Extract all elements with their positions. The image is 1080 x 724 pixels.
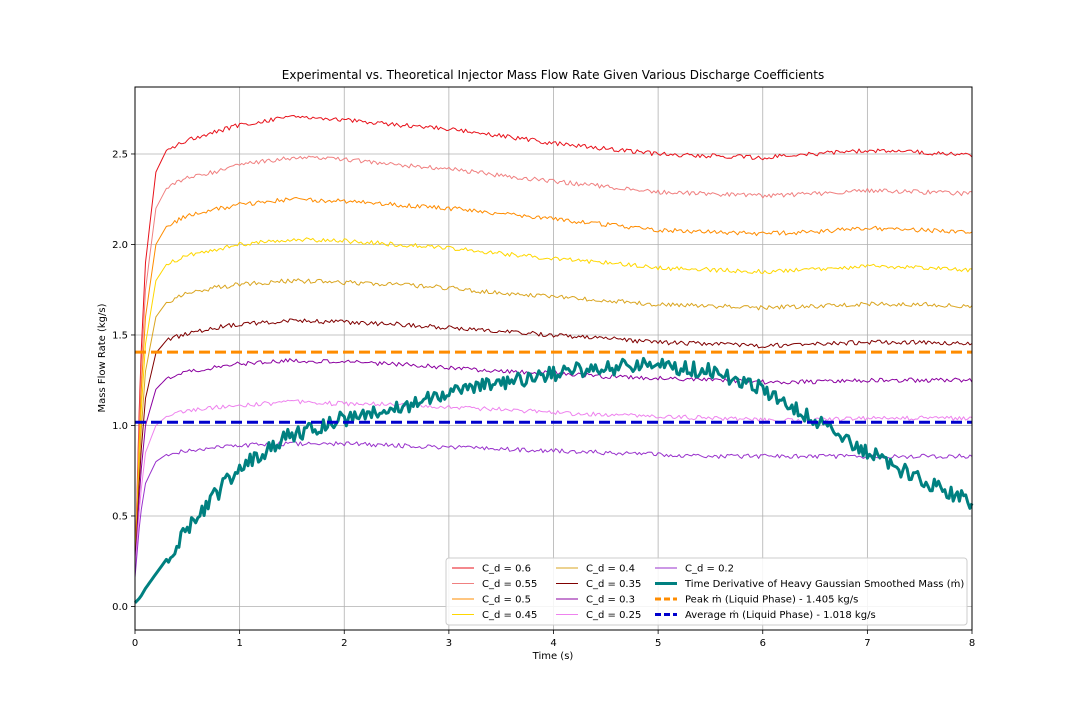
legend-label: Peak ṁ (Liquid Phase) - 1.405 kg/s bbox=[685, 595, 858, 606]
legend-label: C_d = 0.3 bbox=[586, 595, 635, 606]
legend-label: C_d = 0.6 bbox=[482, 564, 531, 575]
x-tick-label: 1 bbox=[236, 638, 242, 649]
legend-label: Time Derivative of Heavy Gaussian Smooth… bbox=[684, 579, 964, 590]
legend: C_d = 0.6 C_d = 0.55 C_d = 0.5 C_d = 0.45 C_… bbox=[445, 557, 968, 626]
series-line bbox=[134, 115, 973, 571]
plot-series bbox=[133, 115, 974, 604]
legend-label: C_d = 0.25 bbox=[586, 610, 641, 621]
series-line bbox=[134, 399, 973, 571]
series-line bbox=[134, 155, 973, 571]
series-line bbox=[134, 318, 973, 571]
x-tick-label: 8 bbox=[969, 638, 975, 649]
y-tick-label: 1.5 bbox=[112, 330, 128, 341]
y-tick-label: 0.0 bbox=[112, 602, 128, 613]
y-tick-label: 0.5 bbox=[112, 511, 128, 522]
series-line bbox=[134, 197, 973, 571]
x-tick-label: 5 bbox=[655, 638, 661, 649]
legend-label: C_d = 0.55 bbox=[482, 579, 537, 590]
x-tick-label: 7 bbox=[864, 638, 870, 649]
x-tick-label: 2 bbox=[341, 638, 347, 649]
x-axis: 0 1 2 3 4 5 6 7 8 bbox=[132, 630, 975, 649]
chart-title: Experimental vs. Theoretical Injector Ma… bbox=[282, 68, 824, 82]
x-axis-label: Time (s) bbox=[532, 651, 574, 662]
legend-label: C_d = 0.2 bbox=[685, 564, 734, 575]
series-line bbox=[134, 237, 973, 571]
series-line bbox=[134, 278, 973, 571]
legend-label: C_d = 0.45 bbox=[482, 610, 537, 621]
y-axis-label: Mass Flow Rate (kg/s) bbox=[97, 303, 108, 412]
legend-label: C_d = 0.35 bbox=[586, 579, 641, 590]
y-axis: 0.0 0.5 1.0 1.5 2.0 2.5 bbox=[112, 149, 135, 613]
series-line bbox=[133, 356, 974, 604]
legend-label: Average ṁ (Liquid Phase) - 1.018 kg/s bbox=[685, 610, 876, 621]
x-tick-label: 0 bbox=[132, 638, 138, 649]
x-tick-label: 6 bbox=[760, 638, 766, 649]
x-tick-label: 3 bbox=[446, 638, 452, 649]
legend-label: C_d = 0.4 bbox=[586, 564, 635, 575]
x-tick-label: 4 bbox=[550, 638, 556, 649]
legend-label: C_d = 0.5 bbox=[482, 595, 531, 606]
y-tick-label: 2.5 bbox=[112, 149, 128, 160]
y-tick-label: 1.0 bbox=[112, 421, 128, 432]
y-tick-label: 2.0 bbox=[112, 240, 128, 251]
legend-box bbox=[445, 557, 968, 626]
